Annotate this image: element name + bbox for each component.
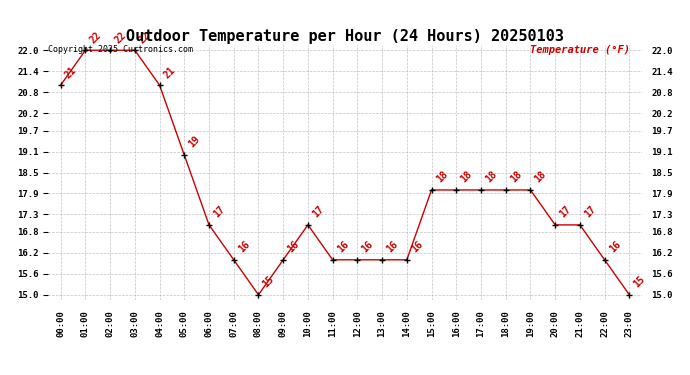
Text: 18: 18 (434, 170, 449, 185)
Text: 15: 15 (632, 274, 647, 290)
Text: 18: 18 (533, 170, 549, 185)
Text: 22: 22 (137, 30, 152, 45)
Text: 16: 16 (335, 239, 351, 255)
Text: 17: 17 (582, 204, 598, 220)
Text: 19: 19 (187, 134, 202, 150)
Text: 15: 15 (261, 274, 276, 290)
Text: 21: 21 (63, 64, 79, 80)
Text: 21: 21 (162, 64, 177, 80)
Text: 16: 16 (607, 239, 622, 255)
Text: 16: 16 (286, 239, 301, 255)
Text: 17: 17 (558, 204, 573, 220)
Text: 16: 16 (236, 239, 252, 255)
Text: 22: 22 (88, 30, 103, 45)
Text: 18: 18 (509, 170, 524, 185)
Text: 18: 18 (484, 170, 499, 185)
Text: 18: 18 (459, 170, 474, 185)
Text: Copyright 2025 Curtronics.com: Copyright 2025 Curtronics.com (48, 45, 193, 54)
Title: Outdoor Temperature per Hour (24 Hours) 20250103: Outdoor Temperature per Hour (24 Hours) … (126, 29, 564, 44)
Text: 22: 22 (112, 30, 128, 45)
Text: 16: 16 (360, 239, 375, 255)
Text: 17: 17 (212, 204, 227, 220)
Text: 16: 16 (409, 239, 424, 255)
Text: 17: 17 (310, 204, 326, 220)
Text: Temperature (°F): Temperature (°F) (530, 45, 630, 55)
Text: 16: 16 (384, 239, 400, 255)
